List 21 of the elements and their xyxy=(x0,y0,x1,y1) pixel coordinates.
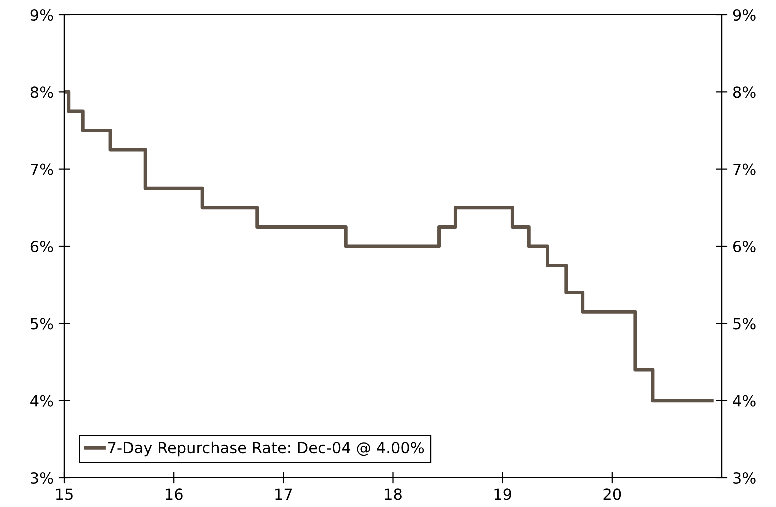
x-tick-label: 19 xyxy=(494,488,512,500)
y2-tick-label: 4% xyxy=(733,395,756,407)
x-tick-label: 17 xyxy=(276,488,292,500)
x-tick-label: 15 xyxy=(56,488,73,500)
y-tick-label: 5% xyxy=(31,318,54,330)
y-tick-label: 3% xyxy=(31,472,54,484)
y-tick-label: 8% xyxy=(30,86,54,98)
y-tick-label: 6% xyxy=(30,240,54,253)
y2-tick-label: 8% xyxy=(733,86,756,98)
y2-tick-label: 7% xyxy=(734,164,756,176)
y2-tick-label: 6% xyxy=(733,240,756,253)
y-tick-label: 7% xyxy=(31,164,54,176)
x-tick-label: 16 xyxy=(166,488,183,500)
x-tick-label: 20 xyxy=(604,488,622,500)
y2-tick-label: 9% xyxy=(733,9,756,22)
x-tick-label: 18 xyxy=(385,488,402,500)
y-tick-label: 9% xyxy=(30,9,54,22)
legend-label: 7-Day Repurchase Rate: Dec-04 @ 4.00% xyxy=(108,442,424,457)
y-tick-label: 4% xyxy=(30,395,54,407)
y2-tick-label: 3% xyxy=(734,472,756,484)
y2-tick-label: 5% xyxy=(734,318,756,330)
